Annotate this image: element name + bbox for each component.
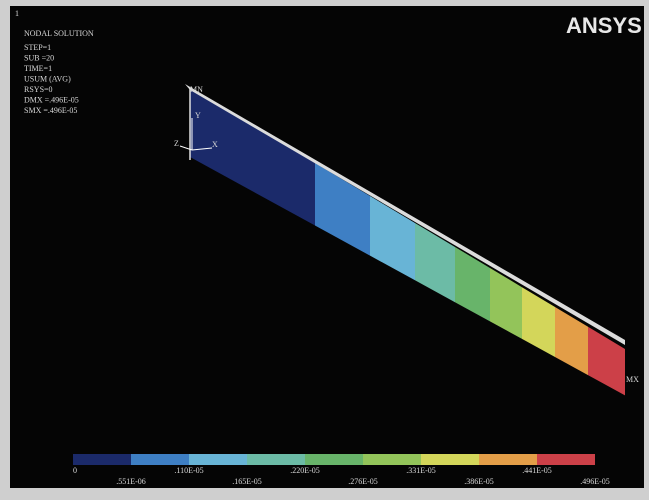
legend-band bbox=[421, 454, 479, 465]
window-number: 1 bbox=[15, 9, 19, 18]
legend-label: .110E-05 bbox=[174, 466, 203, 475]
legend-label: .386E-05 bbox=[464, 477, 494, 486]
min-marker: MN bbox=[190, 85, 203, 94]
triad-y-label: Y bbox=[195, 111, 201, 120]
info-line: USUM (AVG) bbox=[24, 75, 71, 84]
ansys-window: 1 NODAL SOLUTION ANSYS Y X Z MN MX 0 .551… bbox=[0, 0, 649, 500]
triad-x-label: X bbox=[212, 140, 218, 149]
page: 1 NODAL SOLUTION ANSYS Y X Z MN MX 0 .551… bbox=[0, 0, 649, 500]
legend-label: .441E-05 bbox=[522, 466, 552, 475]
info-title: NODAL SOLUTION bbox=[24, 29, 94, 38]
legend-band bbox=[479, 454, 537, 465]
legend-band bbox=[189, 454, 247, 465]
triad-z-label: Z bbox=[174, 139, 179, 148]
legend-label: .220E-05 bbox=[290, 466, 320, 475]
legend-label: .276E-05 bbox=[348, 477, 378, 486]
max-marker: MX bbox=[626, 375, 639, 384]
legend-band bbox=[73, 454, 131, 465]
viewport bbox=[10, 6, 644, 488]
legend-label: .331E-05 bbox=[406, 466, 436, 475]
logo: ANSYS bbox=[566, 13, 642, 38]
legend-label: .496E-05 bbox=[580, 477, 610, 486]
legend-band bbox=[131, 454, 189, 465]
info-line: SMX =.496E-05 bbox=[24, 106, 77, 115]
legend-label: .551E-06 bbox=[116, 477, 146, 486]
info-line: SUB =20 bbox=[24, 54, 54, 63]
info-line: DMX =.496E-05 bbox=[24, 96, 79, 105]
info-line: STEP=1 bbox=[24, 43, 51, 52]
legend-label: 0 bbox=[73, 466, 77, 475]
legend-label: .165E-05 bbox=[232, 477, 262, 486]
legend-band bbox=[247, 454, 305, 465]
info-line: RSYS=0 bbox=[24, 85, 53, 94]
legend-band bbox=[305, 454, 363, 465]
legend-band bbox=[363, 454, 421, 465]
info-line: TIME=1 bbox=[24, 64, 52, 73]
legend-band bbox=[537, 454, 595, 465]
